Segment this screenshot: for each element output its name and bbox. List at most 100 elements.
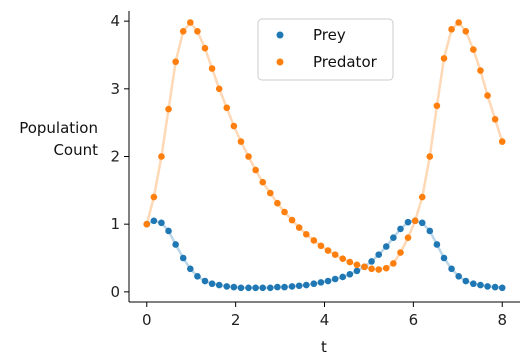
data-point-prey	[158, 219, 165, 227]
data-point-predator	[484, 92, 491, 99]
data-point-predator	[390, 260, 397, 267]
legend-marker-predator	[276, 58, 284, 66]
data-point-prey	[259, 284, 267, 292]
y-tick-label: 4	[110, 12, 120, 30]
data-point-prey	[397, 225, 404, 233]
x-axis-label: t	[321, 338, 327, 356]
data-point-predator	[440, 55, 448, 62]
data-point-prey	[201, 277, 209, 285]
data-point-prey	[346, 270, 354, 278]
data-point-prey	[223, 283, 231, 290]
data-point-prey	[390, 234, 397, 242]
data-point-predator	[317, 242, 325, 250]
data-point-predator	[281, 208, 288, 216]
y-tick-label: 2	[110, 148, 120, 166]
data-point-predator	[375, 266, 383, 273]
data-point-prey	[295, 282, 303, 290]
data-point-predator	[477, 67, 484, 74]
series-line-predator	[145, 21, 504, 271]
data-point-predator	[252, 166, 259, 174]
data-point-prey	[274, 283, 281, 291]
data-point-prey	[382, 243, 390, 250]
data-point-prey	[368, 258, 375, 265]
x-tick-label: 0	[142, 311, 152, 329]
data-point-predator	[331, 251, 339, 258]
data-points	[143, 19, 506, 292]
data-point-predator	[404, 234, 412, 242]
y-tick-label: 1	[110, 215, 120, 233]
data-point-predator	[382, 264, 390, 272]
data-point-prey	[281, 283, 288, 291]
data-point-prey	[324, 277, 332, 285]
x-tick-label: 4	[320, 311, 330, 329]
data-point-prey	[150, 217, 158, 225]
data-point-predator	[230, 122, 238, 130]
data-point-prey	[237, 284, 245, 292]
data-point-prey	[194, 272, 201, 280]
x-tick-label: 6	[409, 311, 419, 329]
data-point-prey	[353, 267, 361, 275]
y-tick-label: 3	[110, 80, 120, 98]
data-point-prey	[404, 218, 412, 226]
x-tick-label: 8	[497, 311, 507, 329]
data-point-predator	[310, 237, 318, 244]
data-point-predator	[201, 44, 209, 52]
data-point-prey	[375, 251, 383, 258]
data-point-prey	[426, 227, 434, 235]
data-point-prey	[208, 280, 216, 288]
data-point-predator	[208, 65, 216, 72]
data-point-prey	[433, 241, 441, 248]
legend-marker-prey	[276, 31, 284, 39]
data-point-predator	[223, 104, 231, 112]
data-point-predator	[237, 138, 245, 145]
data-point-prey	[491, 283, 499, 291]
data-point-predator	[194, 28, 201, 35]
data-point-predator	[324, 247, 332, 254]
data-point-predator	[165, 105, 172, 113]
data-point-prey	[230, 283, 238, 291]
data-point-predator	[172, 58, 179, 66]
legend-frame	[257, 18, 394, 81]
data-point-predator	[433, 102, 441, 110]
data-point-prey	[498, 284, 506, 292]
data-point-prey	[462, 277, 470, 285]
y-axis-label-line2: Count	[53, 141, 98, 159]
data-point-prey	[477, 281, 484, 289]
legend-label-prey: Prey	[313, 26, 346, 44]
data-point-predator	[245, 153, 252, 160]
data-point-predator	[455, 19, 462, 26]
data-point-prey	[317, 279, 325, 286]
data-point-predator	[498, 138, 506, 145]
data-point-predator	[411, 217, 419, 225]
data-point-predator	[295, 224, 303, 231]
axes	[124, 11, 520, 307]
data-point-predator	[418, 193, 426, 201]
data-point-prey	[310, 280, 318, 288]
data-point-predator	[158, 153, 165, 160]
legend-label-predator: Predator	[313, 53, 378, 71]
data-point-predator	[491, 115, 499, 123]
data-point-predator	[462, 28, 470, 35]
data-point-prey	[179, 254, 187, 262]
data-point-prey	[302, 281, 310, 289]
data-point-prey	[165, 227, 172, 235]
data-point-predator	[339, 255, 347, 262]
data-point-prey	[266, 284, 274, 292]
data-point-predator	[353, 261, 361, 269]
data-point-predator	[259, 178, 267, 186]
data-point-predator	[426, 153, 434, 160]
tick-labels: 0 2 4 6 8 0 1 2 3 4	[110, 12, 507, 329]
data-point-predator	[288, 216, 296, 224]
data-point-prey	[215, 281, 223, 289]
x-tick-label: 2	[231, 311, 241, 329]
data-point-predator	[448, 25, 455, 33]
y-tick-label: 0	[110, 283, 120, 301]
data-point-predator	[187, 19, 194, 26]
data-point-predator	[143, 220, 151, 228]
data-point-prey	[484, 283, 491, 290]
legend: Prey Predator	[257, 18, 394, 81]
y-axis-label-line1: Population	[19, 119, 98, 137]
data-point-prey	[288, 283, 296, 290]
data-point-prey	[418, 219, 426, 227]
